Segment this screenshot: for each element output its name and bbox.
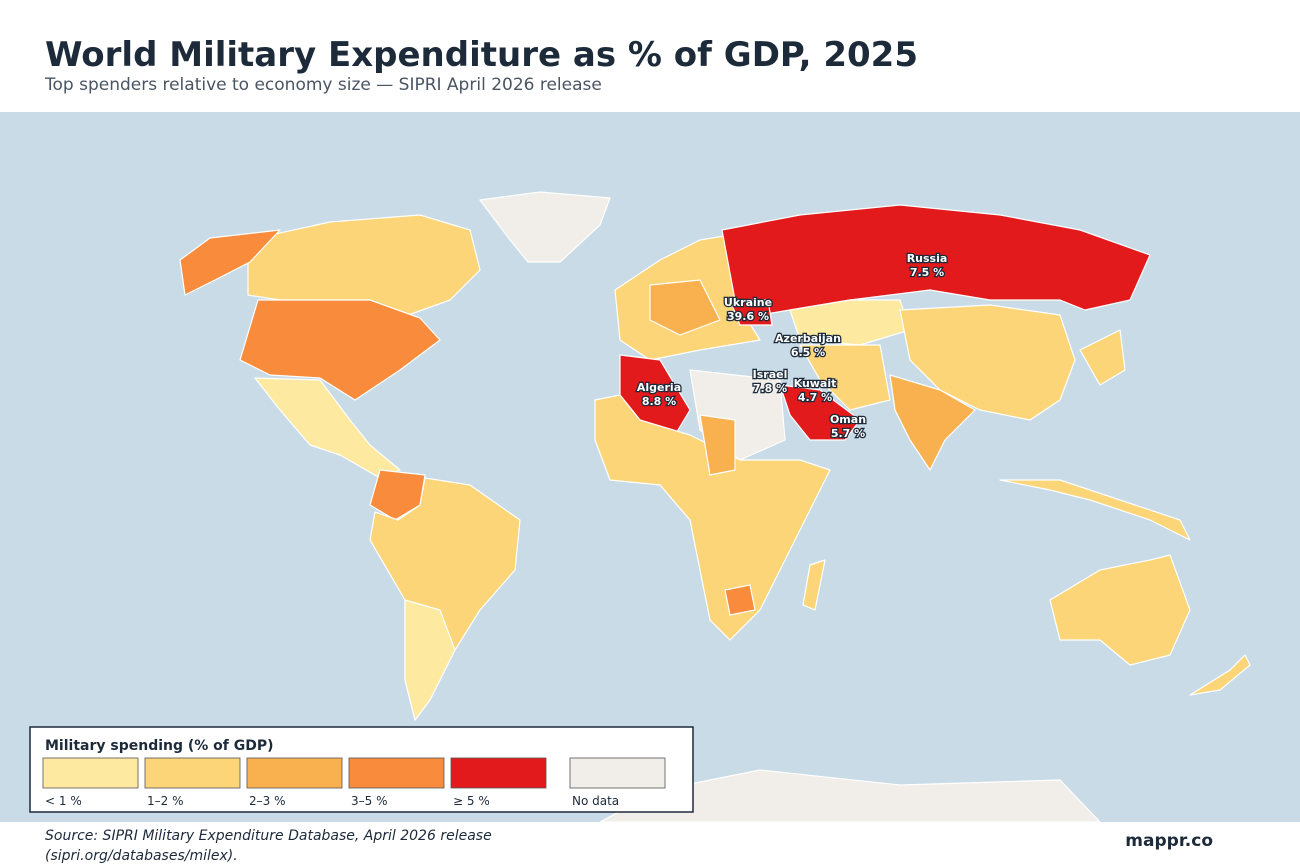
legend-swatch	[144, 757, 241, 789]
japan	[1079, 329, 1126, 386]
legend-swatch	[246, 757, 343, 789]
legend-label: No data	[572, 794, 619, 808]
botswana	[724, 584, 756, 616]
country-name: Ukraine	[724, 296, 772, 309]
country-value: 7.8 %	[753, 382, 787, 395]
new-zealand	[1189, 654, 1251, 696]
country-value: 7.5 %	[910, 266, 944, 279]
country-name: Kuwait	[794, 377, 837, 390]
legend-swatch	[450, 757, 547, 789]
greenland	[479, 191, 611, 263]
countries	[179, 191, 1251, 823]
ukraine	[729, 299, 773, 326]
legend-label: 3–5 %	[351, 794, 388, 808]
legend-swatch	[348, 757, 445, 789]
country-name: Israel	[753, 368, 788, 381]
australia	[1049, 554, 1191, 666]
legend-label: 2–3 %	[249, 794, 286, 808]
alaska	[179, 229, 281, 296]
saudi-arabia	[779, 384, 861, 441]
usa	[239, 299, 441, 401]
source-line: Source: SIPRI Military Expenditure Datab…	[45, 828, 492, 844]
legend-label: 1–2 %	[147, 794, 184, 808]
country-value: 8.8 %	[642, 395, 676, 408]
country-name: Algeria	[637, 381, 681, 394]
iran	[799, 344, 891, 411]
sub-saharan-africa	[594, 394, 831, 641]
legend-swatch	[42, 757, 139, 789]
title: World Military Expenditure as % of GDP, …	[45, 35, 918, 75]
madagascar	[802, 559, 826, 611]
russia	[721, 204, 1151, 316]
country-value: 6.5 %	[791, 346, 825, 359]
source-line: (sipri.org/databases/milex).	[45, 848, 238, 864]
country-value: 5.7 %	[831, 427, 865, 440]
country-name: Azerbaijan	[775, 332, 841, 345]
legend-title: Military spending (% of GDP)	[45, 738, 274, 754]
central-europe	[649, 279, 721, 336]
colombia	[369, 469, 426, 521]
legend-swatch	[569, 757, 666, 789]
legend: < 1 % 1–2 % 2–3 % 3–5 % ≥ 5 % No data	[42, 757, 666, 808]
country-value: 39.6 %	[727, 310, 769, 323]
country-name: Oman	[830, 413, 866, 426]
country-value: 4.7 %	[798, 391, 832, 404]
china	[899, 304, 1076, 421]
argentina	[404, 599, 456, 721]
legend-label: ≥ 5 %	[453, 794, 490, 808]
chad	[699, 414, 736, 476]
brand: mappr.co	[1125, 831, 1213, 851]
canada	[247, 214, 481, 319]
legend-label: < 1 %	[45, 794, 82, 808]
southeast-asia	[999, 479, 1191, 541]
india	[889, 374, 976, 471]
subtitle: Top spenders relative to economy size — …	[44, 75, 602, 95]
country-name: Russia	[907, 252, 948, 265]
